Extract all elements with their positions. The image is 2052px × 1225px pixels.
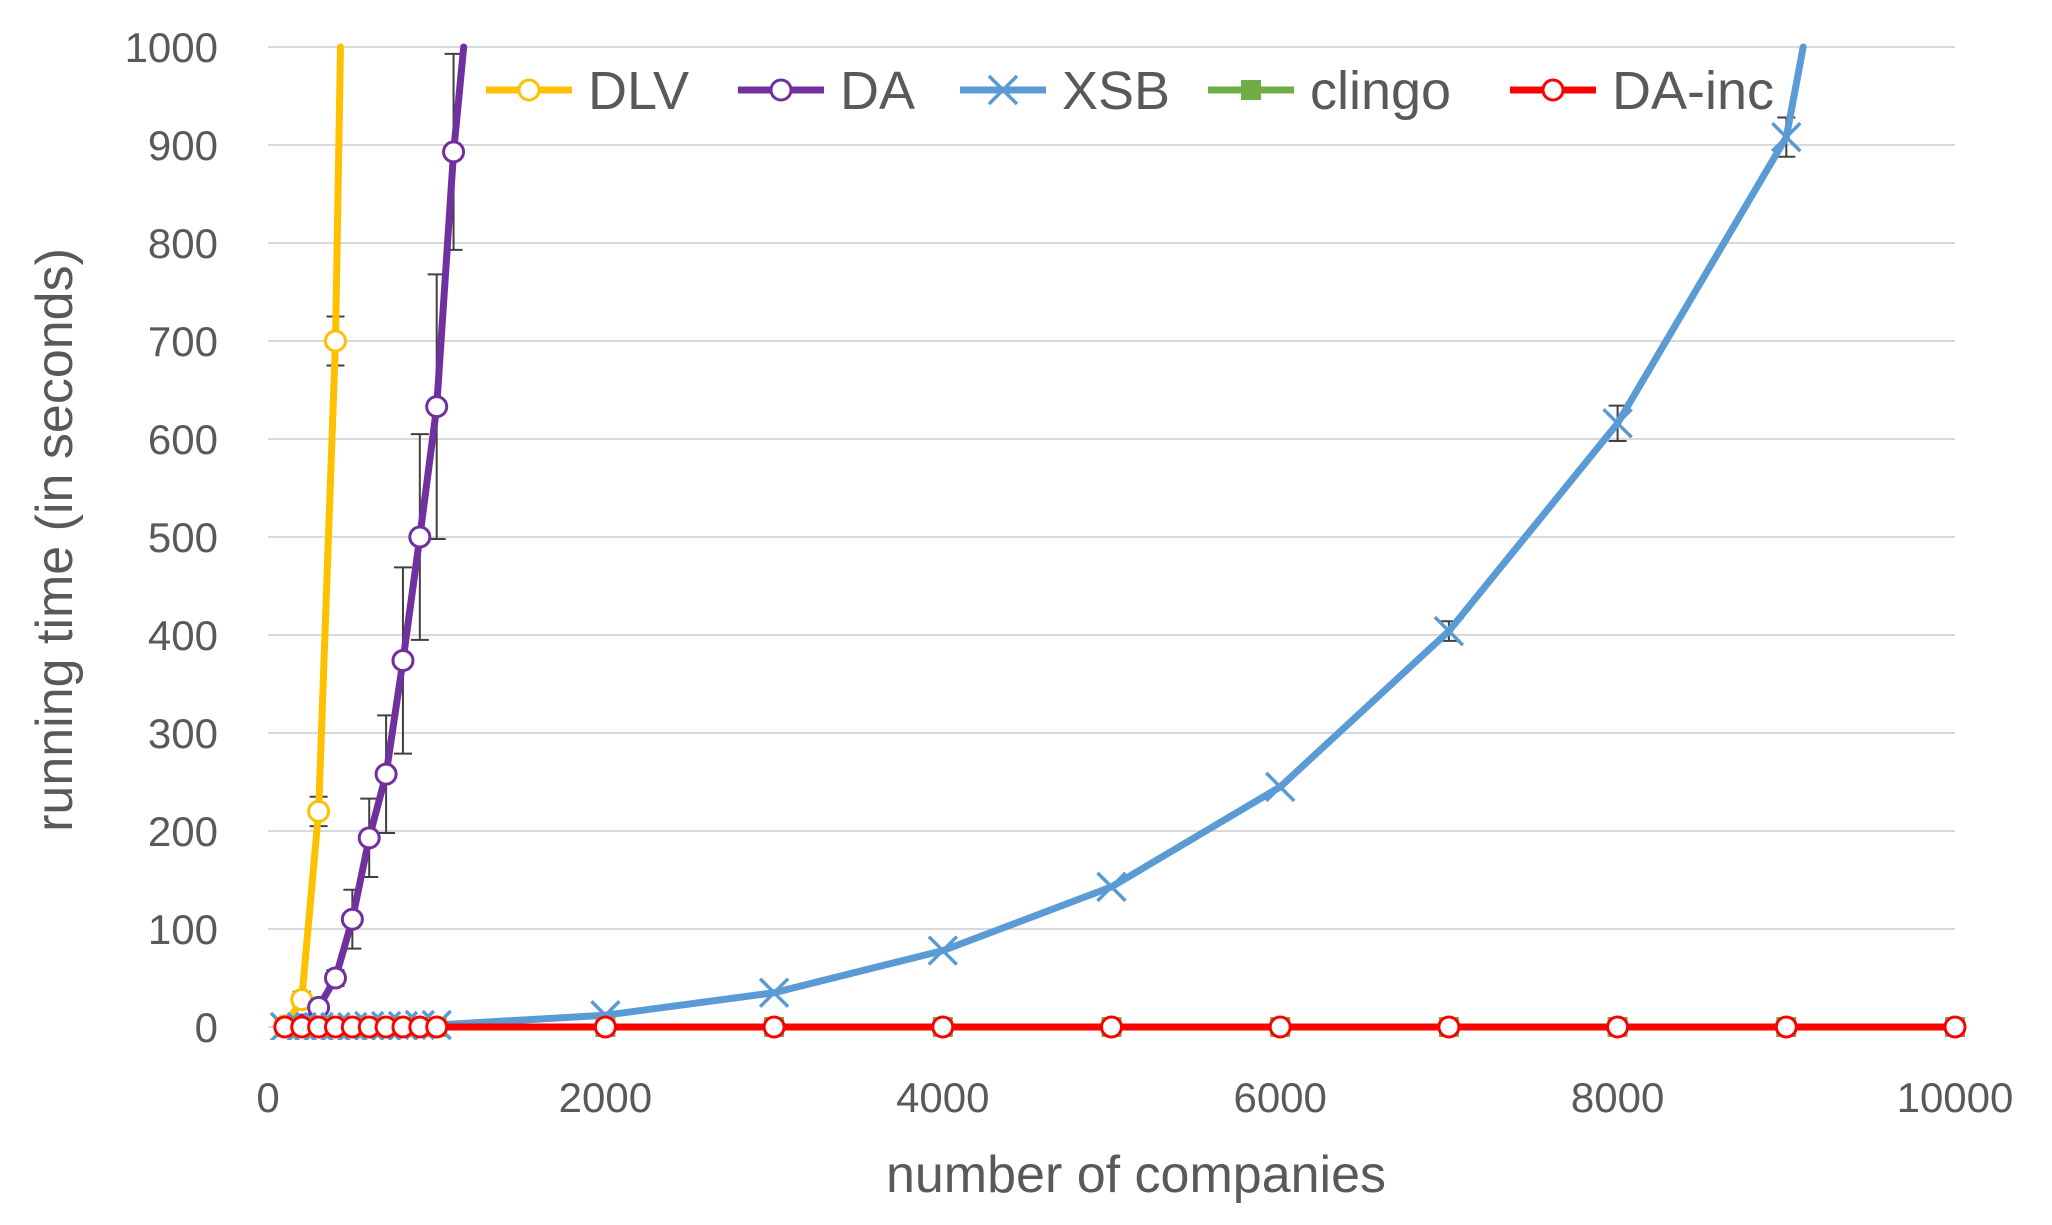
data-point-da (425, 395, 449, 419)
legend-marker-da (769, 78, 793, 102)
legend-marker-clingo (1241, 80, 1261, 100)
data-point-xsb-stroke (1602, 408, 1633, 439)
data-point-da-inc (425, 1015, 449, 1039)
legend-label-da-inc: DA-inc (1612, 61, 1774, 121)
x-tick-label: 6000 (1233, 1074, 1326, 1121)
data-point-da (357, 826, 381, 850)
data-point-da-inc (1437, 1015, 1461, 1039)
data-point-xsb-stroke (1264, 771, 1296, 803)
legend-label-xsb: XSB (1062, 61, 1170, 121)
y-tick-label: 800 (148, 220, 218, 267)
legend-item-dlv: DLV (486, 61, 689, 121)
legend-item-da: DA (738, 61, 915, 121)
data-point-da (307, 995, 331, 1019)
data-point-xsb-stroke (1096, 871, 1127, 903)
data-point-xsb-stroke (927, 935, 959, 966)
data-point-da (391, 648, 415, 672)
data-point-xsb (1433, 615, 1465, 647)
y-tick-label: 400 (148, 612, 218, 659)
legend-marker-xsb (987, 74, 1019, 106)
data-point-xsb-stroke (1771, 121, 1802, 153)
series-da-inc (273, 1015, 1967, 1039)
data-point-xsb (1096, 871, 1127, 903)
data-point-da-inc (1943, 1015, 1967, 1039)
y-tick-label: 0 (195, 1004, 218, 1051)
data-point-da (442, 140, 466, 164)
data-point-da-inc (931, 1015, 955, 1039)
x-tick-label: 0 (256, 1074, 279, 1121)
legend-item-xsb: XSB (960, 61, 1170, 121)
data-point-da (323, 966, 347, 990)
data-point-xsb (758, 977, 790, 1008)
legend-label-da: DA (840, 61, 915, 121)
data-point-da-inc (1606, 1015, 1630, 1039)
y-tick-label: 1000 (125, 24, 218, 71)
x-tick-label: 2000 (559, 1074, 652, 1121)
y-axis-tick-labels: 0 100 200 300 400 500 600 700 800 900 1000 (125, 24, 218, 1051)
data-point-da (408, 525, 432, 549)
error-bars (292, 52, 1796, 1014)
legend-label-clingo: clingo (1310, 61, 1451, 121)
data-point-da (374, 762, 398, 786)
legend-item-da-inc: DA-inc (1510, 61, 1774, 121)
legend-marker-xsb-stroke (987, 74, 1019, 106)
y-tick-label: 200 (148, 808, 218, 855)
data-point-xsb (927, 935, 959, 966)
data-point-xsb (1602, 408, 1633, 439)
x-axis-title: number of companies (886, 1146, 1386, 1204)
gridlines (268, 46, 1955, 1028)
y-tick-label: 900 (148, 122, 218, 169)
y-axis-title: running time (in seconds) (26, 248, 84, 832)
data-point-da-inc (1268, 1015, 1292, 1039)
x-tick-label: 10000 (1897, 1074, 2014, 1121)
legend-label-dlv: DLV (588, 61, 689, 121)
series-layer (269, 43, 1967, 1040)
data-point-da-inc (593, 1015, 617, 1039)
data-point-da-inc (1100, 1015, 1123, 1039)
series-xsb (269, 43, 1807, 1040)
y-tick-label: 600 (148, 416, 218, 463)
y-tick-label: 100 (148, 906, 218, 953)
y-tick-label: 300 (148, 710, 218, 757)
data-point-da-inc (762, 1015, 786, 1039)
x-tick-label: 8000 (1571, 1074, 1664, 1121)
legend: DLV DA XSB clingo DA-inc (486, 61, 1774, 121)
data-point-xsb (1264, 771, 1296, 803)
series-da (290, 43, 468, 1037)
legend-item-clingo: clingo (1208, 61, 1451, 121)
data-point-xsb (1771, 121, 1802, 153)
legend-marker-dlv (517, 78, 541, 102)
y-tick-label: 500 (148, 514, 218, 561)
x-tick-label: 4000 (896, 1074, 989, 1121)
data-point-xsb-stroke (1433, 615, 1465, 647)
data-point-dlv (307, 799, 331, 823)
data-point-xsb-stroke (758, 977, 790, 1008)
series-dlv (273, 43, 347, 1038)
data-point-da-inc (1774, 1015, 1798, 1039)
data-point-da (340, 907, 364, 931)
legend-marker-da-inc (1541, 78, 1565, 102)
y-tick-label: 700 (148, 318, 218, 365)
data-point-dlv (323, 329, 347, 353)
x-axis-tick-labels: 0 2000 4000 6000 8000 10000 (256, 1074, 2013, 1121)
